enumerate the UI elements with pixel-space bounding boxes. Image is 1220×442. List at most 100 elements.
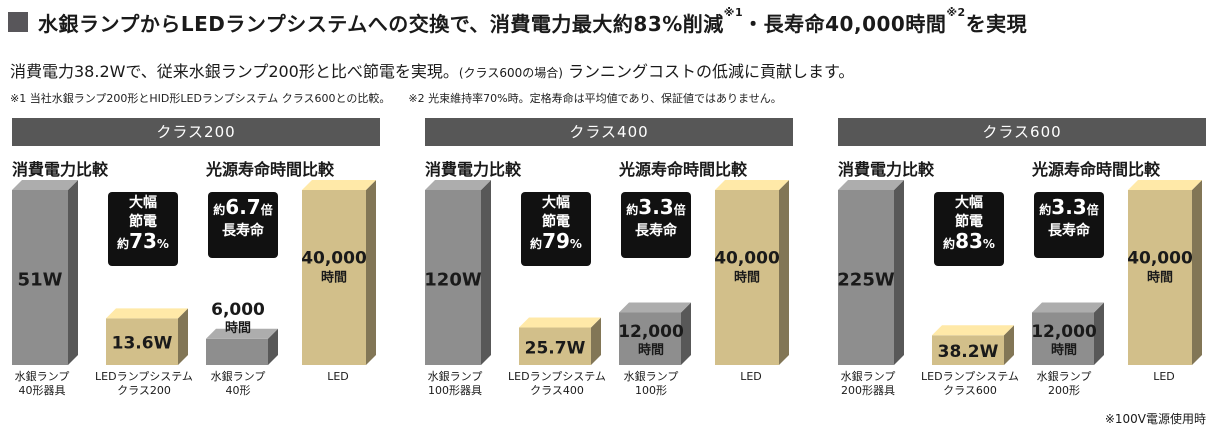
power-saving-badge: 大幅 節電 約73% <box>108 192 178 266</box>
life-bar-led-side <box>779 180 789 365</box>
life-bar-mercury-side <box>268 328 278 365</box>
long-life-badge: 約3.3倍 長寿命 <box>621 192 691 258</box>
power-bar-mercury <box>425 180 491 365</box>
life-value-label-led: 40,000 <box>301 249 367 269</box>
power-bar-mercury-side <box>68 180 78 365</box>
power-bar-led-top <box>106 308 188 319</box>
power-bar-led-front <box>932 335 1004 365</box>
life-category-led: LED <box>1153 370 1175 383</box>
life-category-mercury: 水銀ランプ 200形 <box>1036 370 1092 397</box>
power-category-led: LEDランプシステム クラス200 <box>95 370 193 397</box>
power-saving-badge: 大幅 節電 約83% <box>934 192 1004 266</box>
power-bar-led-top <box>519 317 601 328</box>
title-ref-1: ※1 <box>723 5 744 19</box>
power-bar-led-side <box>591 317 601 365</box>
life-bar-mercury-top <box>1032 302 1104 313</box>
power-bar-led-front <box>519 327 591 365</box>
life-bar-mercury <box>619 302 691 365</box>
power-section-title: 消費電力比較 <box>838 160 935 179</box>
chart-panel-2: クラス400 消費電力比較 光源寿命時間比較 120W 25.7W 12,000 時間 40,… <box>424 118 793 408</box>
life-bar-led-side <box>1192 180 1202 365</box>
power-bar-mercury <box>12 180 78 365</box>
life-category-led: LED <box>327 370 349 383</box>
life-bar-led-front <box>302 190 366 365</box>
power-category-mercury: 水銀ランプ 200形器具 <box>840 370 896 397</box>
chart-title: クラス600 <box>838 118 1206 146</box>
chart-panel-1: クラス200 消費電力比較 光源寿命時間比較 51W 13.6W 6,000 時間 40,00… <box>12 118 380 408</box>
long-life-badge: 約3.3倍 長寿命 <box>1034 192 1104 258</box>
life-bar-mercury-front <box>619 312 681 365</box>
life-bar-led <box>302 180 376 365</box>
power-saving-badge: 大幅 節電 約79% <box>521 192 591 266</box>
chart-title: クラス200 <box>12 118 380 146</box>
life-bar-led-top <box>1128 180 1202 190</box>
life-value-label-mercury: 6,000 <box>211 300 265 320</box>
life-bar-led-top <box>302 180 376 190</box>
life-unit-label-mercury: 時間 <box>638 342 664 358</box>
life-section-title: 光源寿命時間比較 <box>206 160 335 179</box>
power-bar-mercury <box>838 180 904 365</box>
power-bar-led-side <box>1004 325 1014 365</box>
power-category-led: LEDランプシステム クラス600 <box>921 370 1019 397</box>
power-category-led: LEDランプシステム クラス400 <box>508 370 606 397</box>
life-category-mercury: 水銀ランプ 40形 <box>210 370 266 397</box>
power-bar-mercury-front <box>12 190 68 365</box>
power-value-label-led: 38.2W <box>938 342 999 362</box>
footer-note: ※100V電源使用時 <box>1104 412 1206 426</box>
power-bar-led <box>519 317 601 365</box>
power-value-label-mercury: 225W <box>837 270 895 291</box>
footnote-1: ※1 当社水銀ランプ200形とHID形LEDランプシステム クラス600との比較… <box>10 92 391 105</box>
power-bar-mercury-side <box>481 180 491 365</box>
power-section-title: 消費電力比較 <box>425 160 522 179</box>
power-value-label-mercury: 51W <box>18 270 63 291</box>
power-bar-mercury-top <box>12 180 78 190</box>
life-category-led: LED <box>740 370 762 383</box>
life-bar-led <box>715 180 789 365</box>
power-section-title: 消費電力比較 <box>12 160 109 179</box>
life-bar-mercury-top <box>619 302 691 313</box>
life-bar-mercury <box>206 328 278 365</box>
power-category-mercury: 水銀ランプ 40形器具 <box>14 370 70 397</box>
life-unit-label-led: 時間 <box>734 270 760 286</box>
power-bar-led-top <box>932 325 1014 336</box>
life-bar-led <box>1128 180 1202 365</box>
chart-panel-3: クラス600 消費電力比較 光源寿命時間比較 225W 38.2W 12,000 時間 40,… <box>837 118 1206 408</box>
chart-title: クラス400 <box>425 118 793 146</box>
life-value-label-mercury: 12,000 <box>618 322 684 342</box>
title-ref-2: ※2 <box>946 5 966 19</box>
power-bar-led-side <box>178 308 188 365</box>
footnotes: ※1 当社水銀ランプ200形とHID形LEDランプシステム クラス600との比較… <box>10 90 782 106</box>
life-bar-led-side <box>366 180 376 365</box>
life-bar-mercury <box>1032 302 1104 365</box>
power-bar-mercury-top <box>838 180 904 190</box>
power-bar-led-front <box>106 318 178 365</box>
power-bar-mercury-side <box>894 180 904 365</box>
power-value-label-mercury: 120W <box>424 270 482 291</box>
life-bar-led-front <box>1128 190 1192 365</box>
life-bar-led-front <box>715 190 779 365</box>
life-bar-mercury-side <box>681 302 691 365</box>
power-bar-led <box>932 325 1014 365</box>
power-value-label-led: 13.6W <box>112 334 173 354</box>
life-bar-mercury-front <box>1032 312 1094 365</box>
life-bar-mercury-top <box>206 328 278 339</box>
life-unit-label-mercury: 時間 <box>1051 342 1077 358</box>
life-value-label-mercury: 12,000 <box>1031 322 1097 342</box>
life-bar-led-top <box>715 180 789 190</box>
power-bar-mercury-top <box>425 180 491 190</box>
life-value-label-led: 40,000 <box>714 249 780 269</box>
life-unit-label-led: 時間 <box>321 270 347 286</box>
life-section-title: 光源寿命時間比較 <box>619 160 748 179</box>
lead-text: 消費電力38.2Wで、従来水銀ランプ200形と比べ節電を実現。(クラス600の場… <box>10 62 855 81</box>
long-life-badge: 約6.7倍 長寿命 <box>208 192 278 258</box>
life-section-title: 光源寿命時間比較 <box>1032 160 1161 179</box>
life-bar-mercury-front <box>206 338 268 365</box>
life-category-mercury: 水銀ランプ 100形 <box>623 370 679 397</box>
power-category-mercury: 水銀ランプ 100形器具 <box>427 370 483 397</box>
power-bar-mercury-front <box>838 190 894 365</box>
power-bar-led <box>106 308 188 365</box>
power-bar-mercury-front <box>425 190 481 365</box>
